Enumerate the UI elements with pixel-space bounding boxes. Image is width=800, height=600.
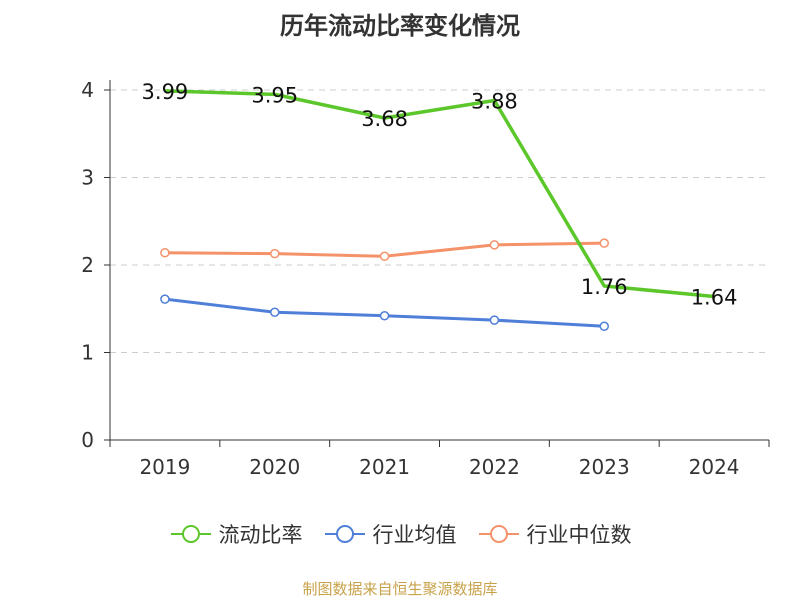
y-tick-label: 1 <box>81 341 94 365</box>
data-point <box>270 248 280 259</box>
legend-item-industry-median[interactable]: 行业中位数 <box>477 519 632 549</box>
legend-label-industry-mean: 行业均值 <box>372 523 457 547</box>
legend-marker-current-ratio <box>170 525 211 543</box>
legend-marker-industry-mean <box>324 525 365 543</box>
data-label: 1.76 <box>581 275 628 299</box>
data-point <box>160 248 170 258</box>
x-tick-label: 2023 <box>579 455 630 479</box>
data-point <box>379 251 390 261</box>
data-label: 1.64 <box>691 286 738 310</box>
data-point <box>270 307 280 317</box>
data-point <box>489 240 500 250</box>
series-line-0 <box>164 89 715 299</box>
x-tick-label: 2021 <box>359 455 410 479</box>
data-point <box>489 315 500 325</box>
legend-label-industry-median: 行业中位数 <box>526 523 632 547</box>
data-label: 3.99 <box>142 80 189 104</box>
legend-item-current-ratio[interactable]: 流动比率 <box>169 519 303 549</box>
legend-item-industry-mean[interactable]: 行业均值 <box>323 519 457 549</box>
chart-legend: 流动比率 行业均值 行业中位数 <box>0 519 800 549</box>
y-tick-label: 0 <box>81 428 94 452</box>
data-point <box>599 321 609 331</box>
data-point <box>379 311 390 321</box>
data-point <box>599 238 609 248</box>
x-tick-label: 2022 <box>469 455 520 479</box>
legend-marker-industry-median <box>478 525 519 543</box>
x-tick-label: 2020 <box>249 455 300 479</box>
y-tick-label: 3 <box>81 166 94 190</box>
data-label: 3.68 <box>361 107 408 131</box>
data-source-note: 制图数据来自恒生聚源数据库 <box>302 580 498 598</box>
x-tick-label: 2019 <box>139 455 190 479</box>
data-point <box>160 294 170 304</box>
y-tick-label: 2 <box>81 253 94 277</box>
y-tick-label: 4 <box>81 78 94 102</box>
x-tick-label: 2024 <box>689 455 740 479</box>
chart-title: 历年流动比率变化情况 <box>280 12 520 40</box>
data-label: 3.88 <box>471 90 518 114</box>
legend-label-current-ratio: 流动比率 <box>218 523 303 547</box>
data-label: 3.95 <box>251 83 298 107</box>
